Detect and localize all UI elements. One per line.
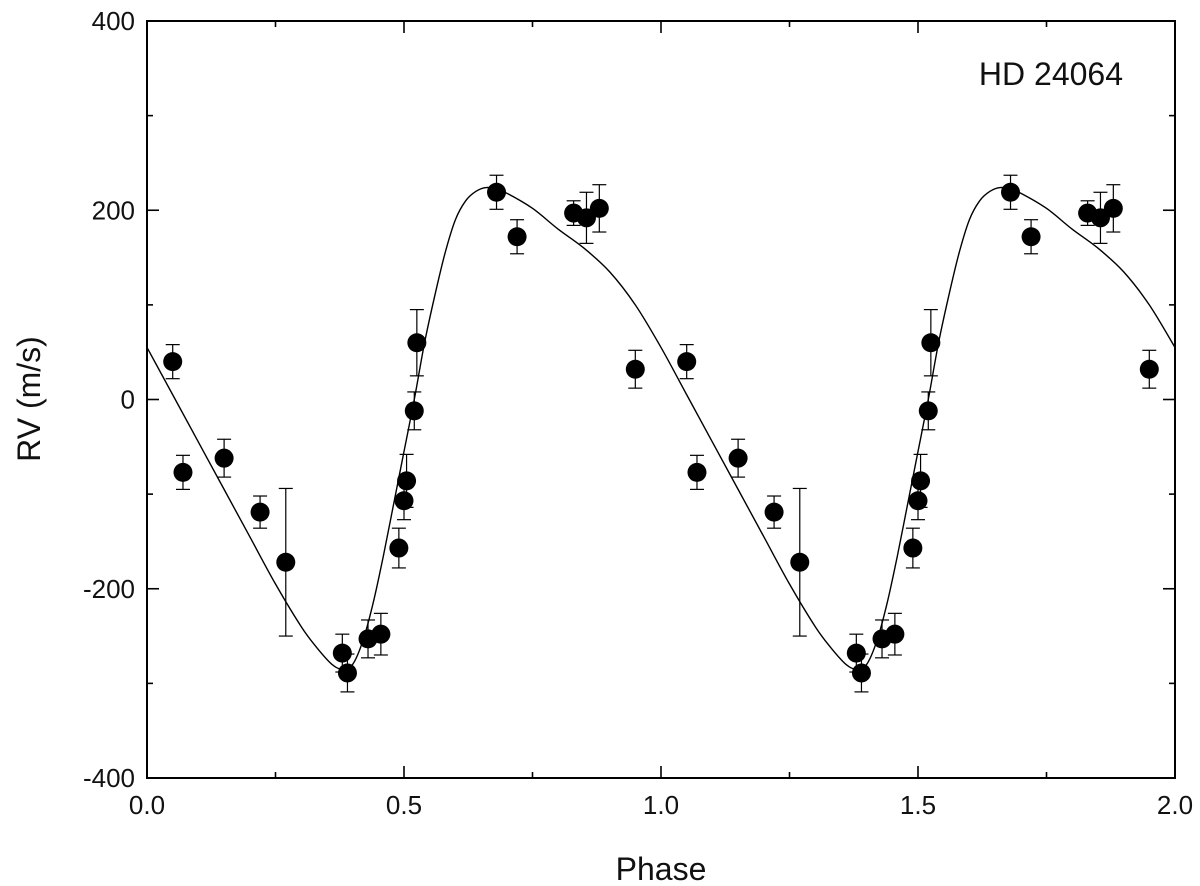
y-tick-label: -200 (83, 574, 135, 604)
y-tick-label: 0 (121, 385, 135, 415)
error-bars (165, 174, 1157, 693)
data-point (404, 401, 424, 421)
data-point (163, 352, 183, 372)
tick-labels: 0.0 0.5 1.0 1.5 2.0 -400 -200 0 200 400 (83, 6, 1193, 820)
data-point (250, 502, 270, 522)
data-point (764, 502, 784, 522)
fit-curve (146, 186, 1176, 670)
plot-frame (146, 20, 1176, 779)
y-tick-label: 200 (92, 195, 135, 225)
x-tick-label: 0.5 (386, 790, 422, 820)
x-tick-label: 2.0 (1157, 790, 1193, 820)
x-tick-label: 0.0 (129, 790, 165, 820)
data-point (903, 538, 923, 558)
data-point (1001, 182, 1021, 202)
data-point (908, 491, 928, 511)
data-point (173, 462, 193, 482)
data-point (371, 624, 391, 644)
data-point (728, 448, 748, 468)
data-point (589, 198, 609, 218)
data-point (487, 182, 507, 202)
data-point (337, 663, 357, 683)
x-tick-label: 1.5 (900, 790, 936, 820)
y-tick-label: 400 (92, 6, 135, 36)
data-point (394, 491, 414, 511)
data-point (885, 624, 905, 644)
data-point (389, 538, 409, 558)
y-axis-title: RV (m/s) (11, 336, 47, 462)
axis-ticks (146, 20, 1176, 779)
data-point (1021, 227, 1041, 247)
data-point (276, 552, 296, 572)
data-point (687, 462, 707, 482)
data-point (846, 643, 866, 663)
y-tick-label: -400 (83, 763, 135, 793)
data-point (677, 352, 697, 372)
data-point (921, 333, 941, 353)
x-axis-title: Phase (616, 851, 707, 886)
data-point (918, 401, 938, 421)
data-point (911, 471, 931, 491)
data-points (163, 182, 1159, 683)
x-tick-label: 1.0 (643, 790, 679, 820)
data-point (397, 471, 417, 491)
data-point (625, 359, 645, 379)
data-point (790, 552, 810, 572)
data-point (1103, 198, 1123, 218)
data-point (507, 227, 527, 247)
data-point (332, 643, 352, 663)
data-point (407, 333, 427, 353)
data-point (214, 448, 234, 468)
data-point (1139, 359, 1159, 379)
chart-annotation: HD 24064 (979, 56, 1123, 92)
data-point (851, 663, 871, 683)
